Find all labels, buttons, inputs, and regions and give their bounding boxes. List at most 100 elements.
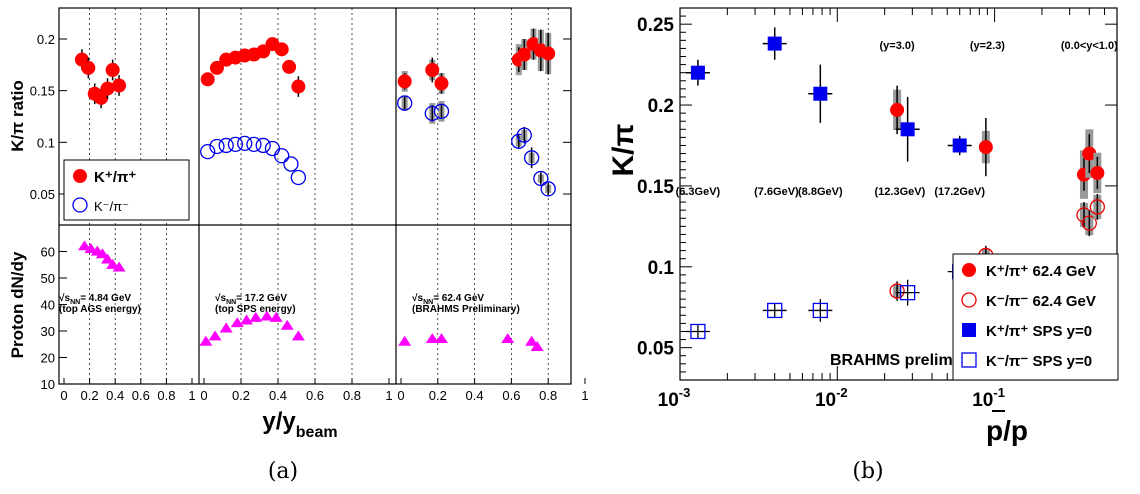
y-tick-label: 60 [41, 245, 55, 260]
x-tick-label: 1 [581, 388, 588, 403]
rapidity-label: (0.0<y<1.0) [1061, 40, 1118, 52]
kplus-point [291, 79, 306, 94]
x-tick-label: 10-3 [658, 385, 691, 411]
y-tick-label: 0.1 [37, 135, 55, 150]
y-tick-label: 0.1 [648, 258, 675, 279]
kplus-point [282, 59, 297, 74]
proton-point [112, 261, 126, 272]
legend-label: K⁺/π⁺ SPS y=0 [986, 323, 1092, 340]
kplus-point [209, 60, 224, 75]
y-tick-label: 0.15 [637, 177, 674, 198]
x-tick-label: 0.8 [157, 388, 175, 403]
sps-energy-label: (7.6GeV) [754, 186, 799, 198]
y-tick-label: 0.05 [30, 187, 55, 202]
x-tick-label: 10-2 [815, 385, 848, 411]
x-tick-label: 0.8 [343, 388, 361, 403]
x-tick-label: 0.4 [269, 388, 287, 403]
proton-point [501, 333, 515, 344]
watermark: BRAHMS preliminary [830, 352, 991, 369]
caption-b: (b) [852, 459, 883, 484]
point-kminus-62 [1081, 215, 1097, 231]
kplus-point [541, 46, 556, 61]
proton-point [219, 322, 233, 333]
legend-marker [961, 352, 977, 368]
legend-label: K⁻/π⁻ SPS y=0 [986, 353, 1092, 370]
kminus-point [274, 148, 290, 164]
energy-note: (top SPS energy) [215, 304, 296, 315]
proton-point [95, 248, 109, 259]
kminus-point [255, 137, 271, 154]
point-kplus-62 [978, 140, 993, 155]
y-tick-label: 0.2 [648, 96, 674, 117]
legend-box-b [952, 253, 1119, 381]
kminus-point [200, 143, 216, 160]
kplus-point [397, 74, 412, 89]
x-tick-label: 1 [385, 388, 392, 403]
point-kminus-sps [767, 302, 783, 319]
x-tick-label: 0.2 [429, 388, 447, 403]
point-kminus-62 [1089, 199, 1105, 215]
sps-energy-label: (17.2GeV) [934, 186, 985, 198]
x-tick-label: 0 [60, 388, 67, 403]
x-axis-label: y/ybeam [262, 408, 337, 441]
x-tick-label: 0 [397, 388, 404, 403]
x-tick-label: 10-1 [972, 385, 1005, 411]
chart-a: 0 0.2 0.4 0.6 0.8 1√sNN= 4.84 GeV(top AGS ene… [8, 7, 589, 441]
kminus-point [540, 181, 556, 197]
point-kplus-62 [1082, 146, 1097, 161]
y-tick-label: 10 [41, 377, 55, 392]
x-tick-label: 0.2 [81, 388, 99, 403]
sps-energy-label: (12.3GeV) [875, 186, 926, 198]
y-axis-label-bottom: Proton dN/dy [8, 251, 27, 358]
kplus-point [100, 81, 115, 96]
point-kminus-sps [899, 285, 916, 301]
energy-note: (BRAHMS Preliminary) [412, 304, 520, 315]
kminus-point [433, 103, 450, 119]
kplus-point [274, 42, 289, 57]
kplus-point [434, 76, 449, 91]
kminus-point [523, 150, 540, 166]
point-kplus-sps [900, 122, 915, 137]
y-tick-label: 50 [41, 271, 55, 286]
proton-point [398, 335, 412, 346]
proton-point [434, 333, 448, 344]
point-kminus-sps [812, 302, 828, 319]
proton-point [230, 317, 244, 328]
y-tick-label: 40 [41, 298, 55, 313]
legend-marker [962, 263, 976, 277]
legend-kminus-label: K⁻/π⁻ [94, 199, 129, 214]
legend-kminus-marker [72, 197, 88, 213]
rapidity-label: (y=2.3) [970, 40, 1005, 52]
y-tick-label: 20 [41, 351, 55, 366]
proton-point [249, 311, 263, 322]
legend-kplus-marker [73, 169, 87, 183]
kminus-point [516, 127, 532, 143]
y-tick-label: 0.05 [637, 339, 674, 360]
y-axis-label-top: K/π ratio [8, 80, 27, 152]
proton-point [84, 243, 98, 253]
proton-point [106, 258, 120, 269]
sps-energy-label: (6.3GeV) [676, 186, 721, 198]
point-kplus-62 [1090, 165, 1105, 180]
y-tick-label: 0.15 [30, 84, 55, 99]
x-axis-label: p/p [986, 415, 1028, 446]
chart-b: 0.05 0.1 0.15 0.2 0.25 10-3 10-2 10-1 p/p K/π (6.3… [607, 7, 1119, 446]
point-kplus-sps [767, 36, 782, 51]
point-kminus-sps [690, 323, 706, 340]
x-tick-label: 0.8 [539, 388, 557, 403]
kminus-point [246, 136, 262, 153]
proton-point [269, 311, 283, 322]
energy-note: (top AGS energy) [59, 304, 141, 315]
x-tick-label: 0.4 [466, 388, 484, 403]
proton-point [425, 333, 439, 344]
point-kminus-62 [889, 283, 905, 299]
legend-label: K⁻/π⁻ 62.4 GeV [986, 293, 1096, 310]
kplus-point [105, 63, 120, 77]
rapidity-label: (y=3.0) [880, 40, 915, 52]
proton-point [525, 335, 539, 346]
kminus-point [290, 169, 307, 186]
y-tick-label: 0.25 [637, 15, 674, 36]
kminus-point [209, 138, 225, 155]
kminus-point [283, 156, 299, 172]
